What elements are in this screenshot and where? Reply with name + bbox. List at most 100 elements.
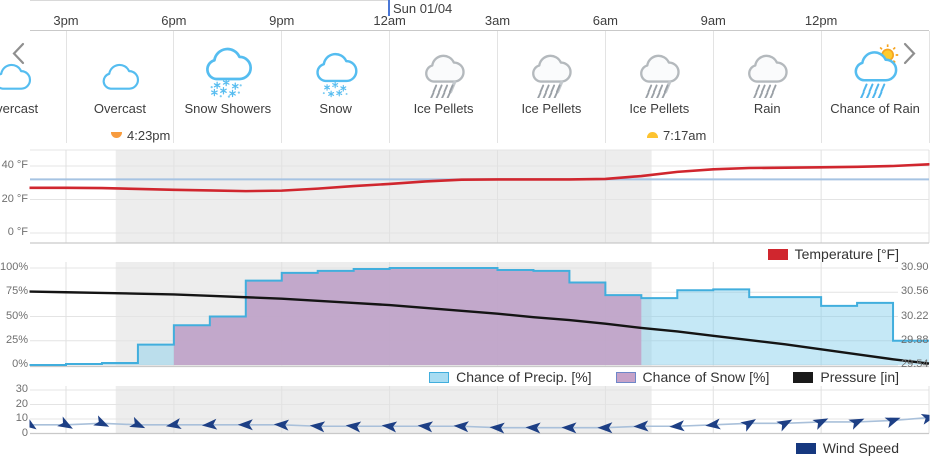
wind-axis-tick: 30 [15,383,28,395]
wind-barb [669,420,685,432]
condition-slot: Chance of Rain [821,31,929,116]
ice-pellets-icon [526,48,576,98]
temp-axis-tick: 20 °F [1,192,28,205]
day-boundary-cursor [388,0,390,16]
condition-label: Ice Pellets [413,101,474,116]
condition-label: Overcast [93,101,146,116]
wind-barb-arrow [273,419,290,431]
condition-label: Ice Pellets [629,101,690,116]
slot-separator [65,31,67,143]
snow-icon [310,46,362,98]
wind-barb [597,422,613,434]
wind-axis-tick: 0 [21,426,28,439]
time-tick: 6am [592,13,619,28]
slot-separator [281,31,283,143]
rain-icon [742,48,792,98]
condition-icon-box [199,38,257,98]
wind-barb-arrow [884,417,901,429]
precip-line [29,267,929,366]
wind-barb-arrow [417,421,434,433]
sunset-icon [111,132,122,138]
sunrise-time: 7:17am [663,127,707,143]
date-label: Sun 01/04 [393,1,453,16]
wind-legend: Wind Speed [795,440,899,456]
slot-separator [604,31,606,143]
wind-barb [29,416,37,430]
condition-icon-box [419,38,469,98]
time-tick: 12am [373,13,406,28]
wind-axis-tick: 10 [15,412,28,424]
sunrise-marker: 7:17am [647,127,707,143]
wind-barb [129,416,146,429]
condition-slot: Ice Pellets [497,31,605,116]
wind-barb-arrow [309,421,326,433]
wind-swatch [795,442,816,454]
wind-barb [165,418,182,430]
wind-barb-arrow [633,420,649,432]
chevron-left-icon [12,42,25,65]
sunrise-icon [647,132,658,138]
wind-barb [237,419,253,431]
percent-axis-tick: 50% [5,309,28,322]
percent-axis-tick: 100% [0,261,29,273]
condition-icon-box [742,38,792,98]
slot-separator [497,31,498,143]
condition-slot: Rain [713,31,821,116]
pressure-axis-tick: 30.22 [901,309,929,322]
wind-barb-arrow [812,418,829,430]
wind-barb-arrow [705,418,721,430]
pressure-axis-tick: 29.54 [901,358,929,370]
condition-icon-box [97,38,143,98]
slot-separator [712,31,714,143]
time-tick: 6pm [161,13,187,28]
wind-barb [93,415,110,427]
legend-item: Wind Speed [795,440,899,456]
temperature-legend: Temperature [°F] [767,246,899,262]
wind-barb [776,419,793,432]
percent-axis-tick: 25% [5,333,28,346]
scroll-right-button[interactable] [898,40,920,67]
night-band [115,150,652,243]
wind-barb-arrow [740,419,756,432]
condition-slot: Snow [282,31,390,116]
legend-item: Pressure [in] [793,369,899,385]
slot-separator [389,31,391,143]
precip-swatch [429,371,450,383]
wind-barb-arrow [57,416,73,429]
wind-barb [705,418,721,430]
ice-pellets-icon [419,48,469,98]
wind-barb-arrow [920,414,930,425]
wind-barb-arrow [29,416,37,430]
wind-barb [453,421,469,433]
wind-barb [201,418,218,430]
pressure-axis-tick: 30.56 [901,285,929,298]
scroll-left-button[interactable] [8,40,30,67]
slot-separator [928,31,930,143]
precip-legend-label: Chance of Precip. [%] [456,369,592,385]
wind-barb [561,422,577,434]
previous-day-divider [30,0,388,1]
time-tick: 12pm [804,13,838,28]
wind-barb-arrow [165,418,182,430]
percent-axis-tick: 75% [5,285,28,298]
condition-icon-box [310,38,362,98]
chevron-right-icon [903,42,916,65]
pressure-axis-tick: 30.90 [901,261,929,273]
header-divider [30,30,929,31]
wind-barb-arrow [597,422,613,434]
wind-barb [345,421,362,433]
time-tick: 3am [484,13,511,28]
percent-axis-tick: 0% [12,358,28,370]
temperature-swatch [767,248,788,260]
wind-barb [309,421,326,433]
wind-barb [812,418,829,430]
conditions-row: Overcast Overcast Snow Showers Snow Ice Pell… [0,31,930,143]
pressure-axis-tick: 29.88 [901,333,929,346]
wind-barb-arrow [561,422,577,434]
legend-item: Chance of Precip. [%] [429,369,592,385]
snow-area [173,268,642,365]
condition-slot: Overcast [0,31,66,116]
wind-barb [740,419,756,432]
time-tick: 9pm [269,13,295,28]
